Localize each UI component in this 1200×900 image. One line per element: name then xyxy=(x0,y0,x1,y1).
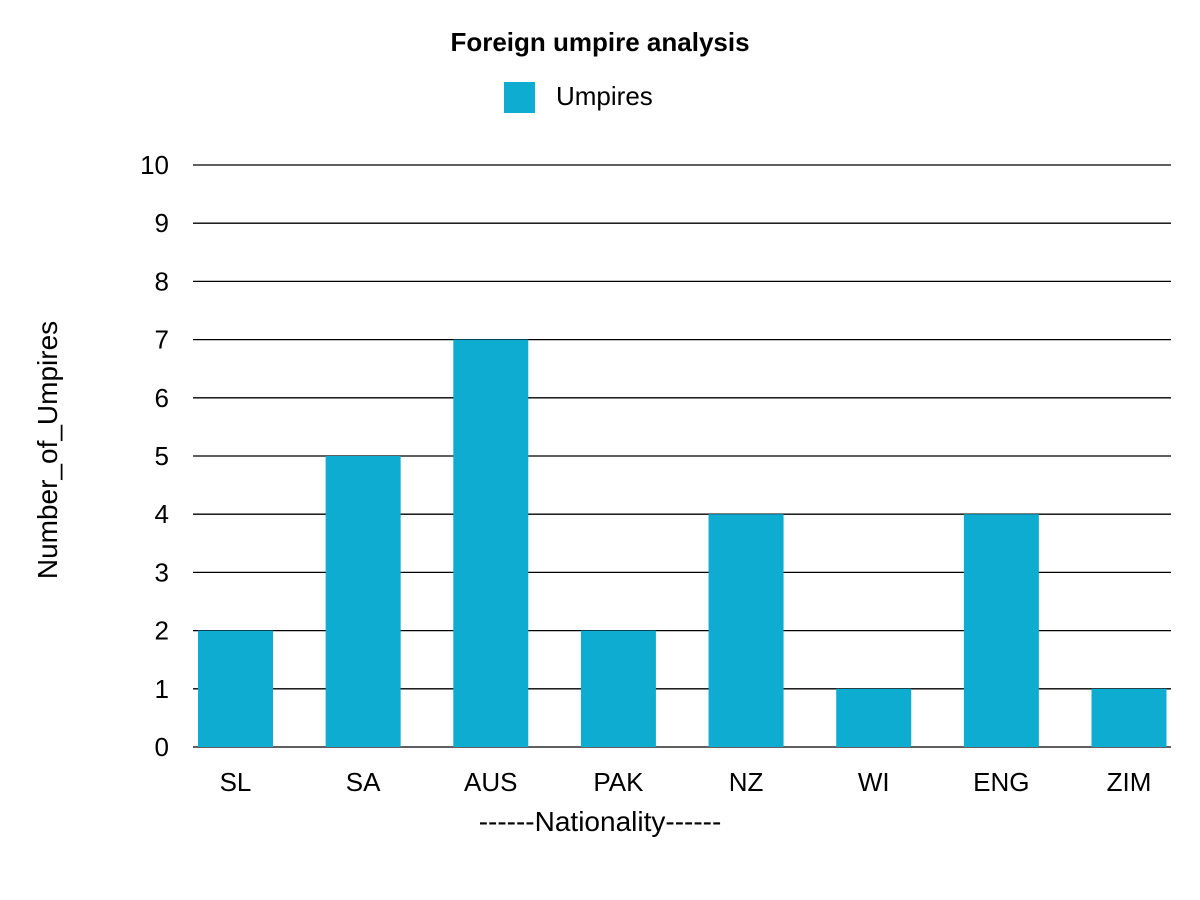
chart-title: Foreign umpire analysis xyxy=(450,27,749,57)
y-tick-label: 6 xyxy=(155,383,169,413)
legend-swatch xyxy=(504,82,535,113)
bar-sl xyxy=(198,630,273,747)
bar-pak xyxy=(580,630,656,747)
y-tick-label: 10 xyxy=(140,150,169,180)
y-tick-label: 7 xyxy=(155,325,169,355)
y-tick-label: 5 xyxy=(155,441,169,471)
legend-label: Umpires xyxy=(556,81,653,111)
x-tick-label: AUS xyxy=(464,767,517,797)
bar-zim xyxy=(1091,688,1167,747)
x-tick-label: ZIM xyxy=(1107,767,1152,797)
y-tick-label: 3 xyxy=(155,557,169,587)
x-tick-labels: SL SA AUS PAK NZ WI ENG ZIM xyxy=(220,767,1152,797)
y-tick-label: 4 xyxy=(155,499,169,529)
x-tick-label: SL xyxy=(220,767,252,797)
y-tick-labels: 0 1 2 3 4 5 6 7 8 9 10 xyxy=(140,150,169,762)
y-tick-label: 0 xyxy=(155,732,169,762)
y-tick-label: 8 xyxy=(155,266,169,296)
bar-eng xyxy=(963,514,1039,747)
y-tick-label: 2 xyxy=(155,616,169,646)
y-tick-label: 1 xyxy=(155,674,169,704)
legend: Umpires xyxy=(504,81,653,113)
x-tick-label: SA xyxy=(346,767,381,797)
bar-wi xyxy=(836,688,912,747)
x-tick-label: ENG xyxy=(973,767,1029,797)
x-tick-label: WI xyxy=(858,767,890,797)
y-axis-label: Number_of_Umpires xyxy=(32,321,63,579)
x-tick-label: NZ xyxy=(729,767,764,797)
bar-nz xyxy=(708,514,784,747)
bar-aus xyxy=(453,339,529,747)
bar-sa xyxy=(325,456,401,747)
y-tick-label: 9 xyxy=(155,208,169,238)
x-tick-label: PAK xyxy=(593,767,644,797)
bars xyxy=(198,339,1167,747)
x-axis-label: ------Nationality------ xyxy=(479,806,722,837)
